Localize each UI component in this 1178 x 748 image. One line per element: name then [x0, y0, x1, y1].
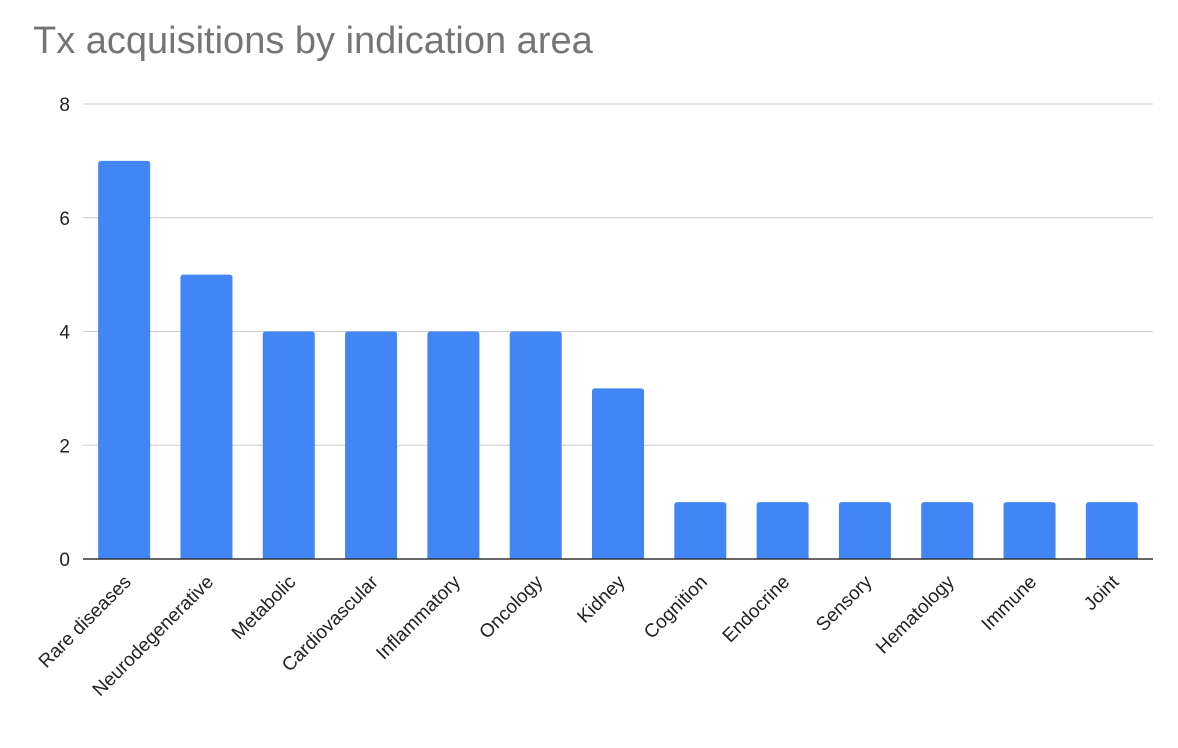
bar-neurodegenerative [180, 274, 233, 559]
x-tick-label: Joint [1080, 571, 1124, 615]
y-tick-label: 2 [59, 436, 70, 457]
x-tick-label: Sensory [812, 571, 876, 635]
x-tick-label: Inflammatory [372, 571, 465, 664]
chart-title: Tx acquisitions by indication area [33, 20, 593, 62]
x-tick-label: Cognition [640, 572, 712, 644]
bars [98, 160, 1138, 559]
bar-sensory [838, 502, 891, 559]
x-tick-label: Kidney [574, 571, 630, 627]
bar-cardiovascular [345, 331, 398, 559]
y-tick-label: 0 [59, 550, 70, 571]
y-tick-label: 6 [59, 209, 70, 230]
bar-immune [1003, 502, 1056, 559]
bar-endocrine [756, 502, 809, 559]
x-tick-label: Hematology [872, 571, 959, 658]
bar-kidney [592, 388, 644, 559]
y-axis-ticks: 0 2 4 6 8 [59, 95, 70, 571]
x-tick-label: Endocrine [719, 572, 794, 647]
bar-oncology [509, 331, 562, 559]
bar-metabolic [262, 331, 315, 559]
x-tick-label: Metabolic [228, 572, 300, 644]
x-tick-label: Immune [978, 572, 1041, 635]
bar-cognition [674, 502, 727, 559]
bar-rare-diseases [98, 160, 151, 559]
y-tick-label: 4 [59, 323, 70, 344]
x-tick-label: Oncology [476, 571, 548, 643]
bar-inflammatory [427, 331, 480, 559]
y-tick-label: 8 [59, 95, 70, 116]
bar-hematology [921, 502, 974, 559]
bar-joint [1085, 502, 1138, 559]
gridlines [83, 103, 1153, 446]
